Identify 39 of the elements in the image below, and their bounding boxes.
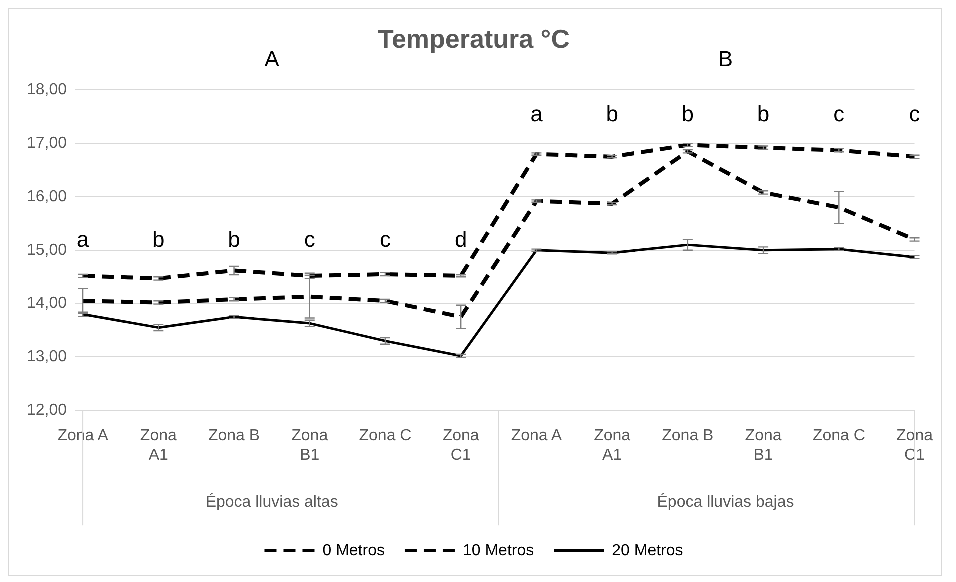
- y-tick-label: 16,00: [26, 188, 68, 206]
- text: Época lluvias altas: [206, 493, 338, 512]
- annotation: b: [228, 226, 240, 252]
- legend-label: 0 Metros: [322, 542, 385, 560]
- x-tick-label: Zona A1: [140, 428, 177, 464]
- x-tick-label: Zona A: [511, 428, 562, 445]
- annotation: b: [606, 101, 618, 126]
- x-tick-label: Zona B: [208, 428, 260, 445]
- x-tick-label: Zona A: [58, 428, 109, 445]
- annotation: b: [757, 101, 770, 126]
- text: Época lluvias bajas: [657, 493, 794, 512]
- y-tick-label: 14,00: [26, 295, 68, 312]
- x-tick-label: Zona A1: [594, 428, 631, 464]
- legend-label: 10 Metros: [462, 542, 534, 560]
- y-tick-label: 13,00: [26, 348, 68, 366]
- x-tick-label: Zona B: [662, 428, 714, 445]
- annotation: c: [909, 101, 920, 126]
- y-tick-label: 18,00: [26, 82, 68, 99]
- legend-label: 20 Metros: [612, 542, 684, 560]
- y-tick-label: 12,00: [26, 402, 68, 420]
- text: A: [264, 46, 280, 72]
- x-tick-label: Zona C1: [896, 428, 934, 464]
- x-tick-label: Zona B1: [292, 428, 328, 464]
- annotation: a: [76, 226, 90, 252]
- annotation: c: [834, 101, 845, 126]
- text: B: [718, 46, 734, 72]
- x-tick-label: Zona C: [359, 428, 412, 445]
- annotation: c: [304, 226, 316, 252]
- annotation: a: [530, 101, 544, 126]
- chart-title: Temperatura °C: [378, 24, 570, 54]
- annotation: b: [152, 226, 165, 252]
- x-tick-label: Zona C1: [442, 428, 480, 464]
- annotation: b: [682, 101, 694, 126]
- annotation: c: [380, 226, 391, 252]
- y-tick-label: 15,00: [26, 242, 68, 259]
- y-tick-label: 17,00: [26, 135, 68, 152]
- x-tick-label: Zona B1: [745, 428, 782, 464]
- x-tick-label: Zona C: [812, 428, 866, 445]
- annotation: d: [454, 226, 468, 252]
